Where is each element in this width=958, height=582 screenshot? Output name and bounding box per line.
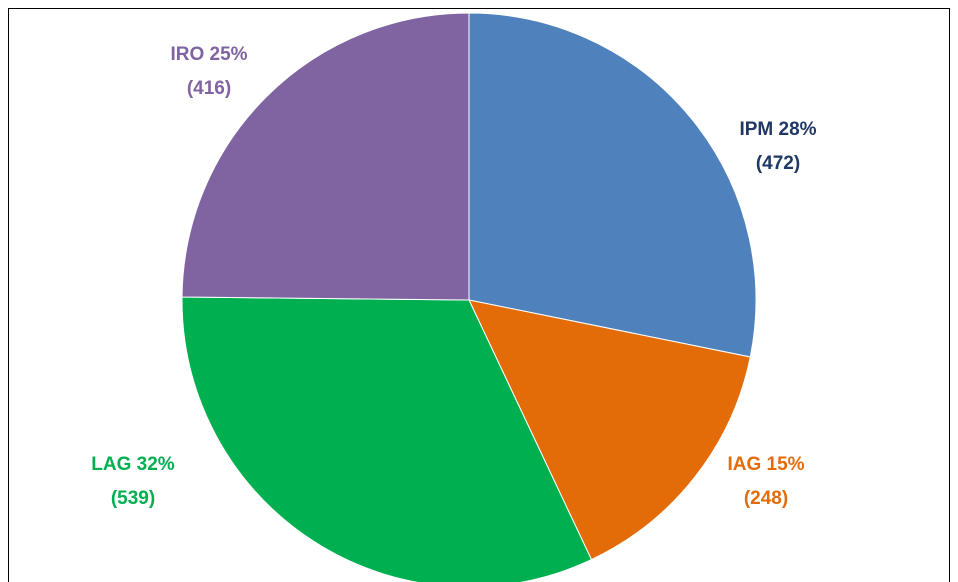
slice-label: LAG 32% [91,454,175,475]
pie-slice [468,12,757,358]
value-label: (472) [756,153,800,174]
value-label: (248) [744,488,788,509]
pie-slice [181,296,593,582]
labels: IPM 28% (472) IAG 15% (248) LAG 32% (539) IRO … [91,44,816,509]
slice-label: IAG 15% [727,454,804,475]
value-label: (416) [187,78,231,99]
pie-slice [468,299,751,561]
slice-label: IRO 25% [170,44,247,65]
pie-slice [181,12,470,301]
pie [181,12,757,582]
value-label: (539) [111,488,155,509]
slice-label: IPM 28% [739,119,816,140]
